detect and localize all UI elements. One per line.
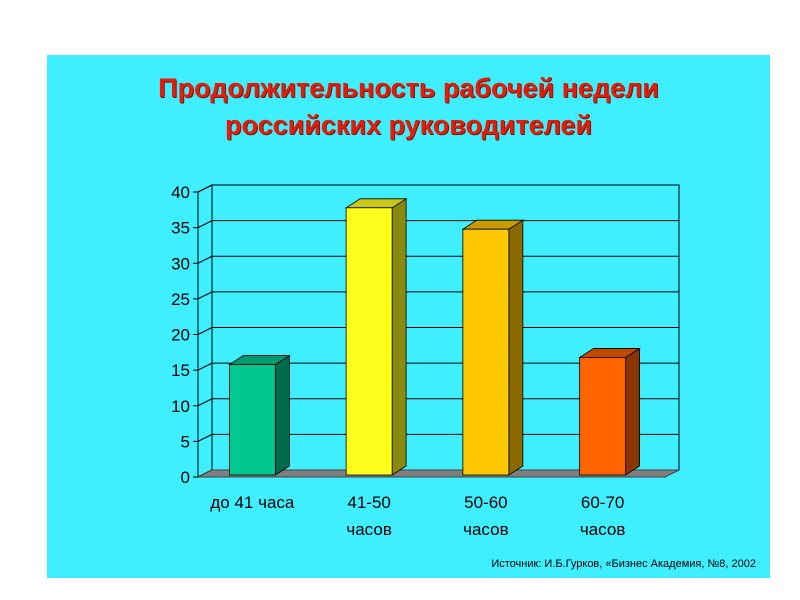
x-tick-label: часов [580, 520, 626, 539]
x-tick-label: часов [346, 520, 392, 539]
chart-title: Продолжительность рабочей недели российс… [47, 70, 770, 144]
gridline-depth [197, 327, 213, 335]
x-tick-label: 50-60 [464, 493, 507, 512]
bar-chart: 0 5 10 15 20 25 30 35 40 до 41 часа 41-50 часов 50-6… [171, 183, 680, 539]
y-tick-label: 25 [171, 290, 190, 309]
bar-side [391, 198, 407, 476]
bar [345, 207, 393, 476]
y-tick-label: 15 [171, 361, 190, 380]
x-tick-label: 60-70 [581, 493, 624, 512]
title-line-2: российских руководителей [224, 110, 593, 140]
title-line-1: Продолжительность рабочей недели [158, 73, 659, 103]
gridline-depth [197, 398, 213, 407]
bar [228, 364, 276, 476]
gridline-depth [197, 362, 213, 371]
gridline-depth [197, 433, 213, 442]
source-note: Источник: И.Б.Гурков, «Бизнес Академия, … [491, 558, 756, 570]
gridline-depth [197, 255, 213, 264]
gridline-depth [197, 184, 213, 193]
x-tick-label: 41-50 [347, 493, 390, 512]
gridline-depth [197, 291, 213, 300]
y-tick-label: 20 [171, 326, 190, 345]
slide-background: Продолжительность рабочей недели российс… [47, 55, 770, 578]
y-tick-label: 35 [171, 219, 190, 238]
gridline-depth [197, 220, 213, 229]
x-tick-label: часов [463, 520, 509, 539]
bar-side [625, 347, 641, 476]
y-tick-label: 10 [171, 397, 190, 416]
y-tick-label: 0 [181, 468, 190, 487]
bar-side [274, 354, 290, 476]
y-tick-label: 30 [171, 254, 190, 273]
bar [579, 357, 627, 476]
plot-floor [197, 469, 680, 478]
bar-side [508, 219, 524, 476]
y-tick-label: 5 [181, 432, 190, 451]
x-tick-label: до 41 часа [210, 493, 295, 512]
y-tick-label: 40 [171, 183, 190, 202]
bar [462, 228, 510, 476]
